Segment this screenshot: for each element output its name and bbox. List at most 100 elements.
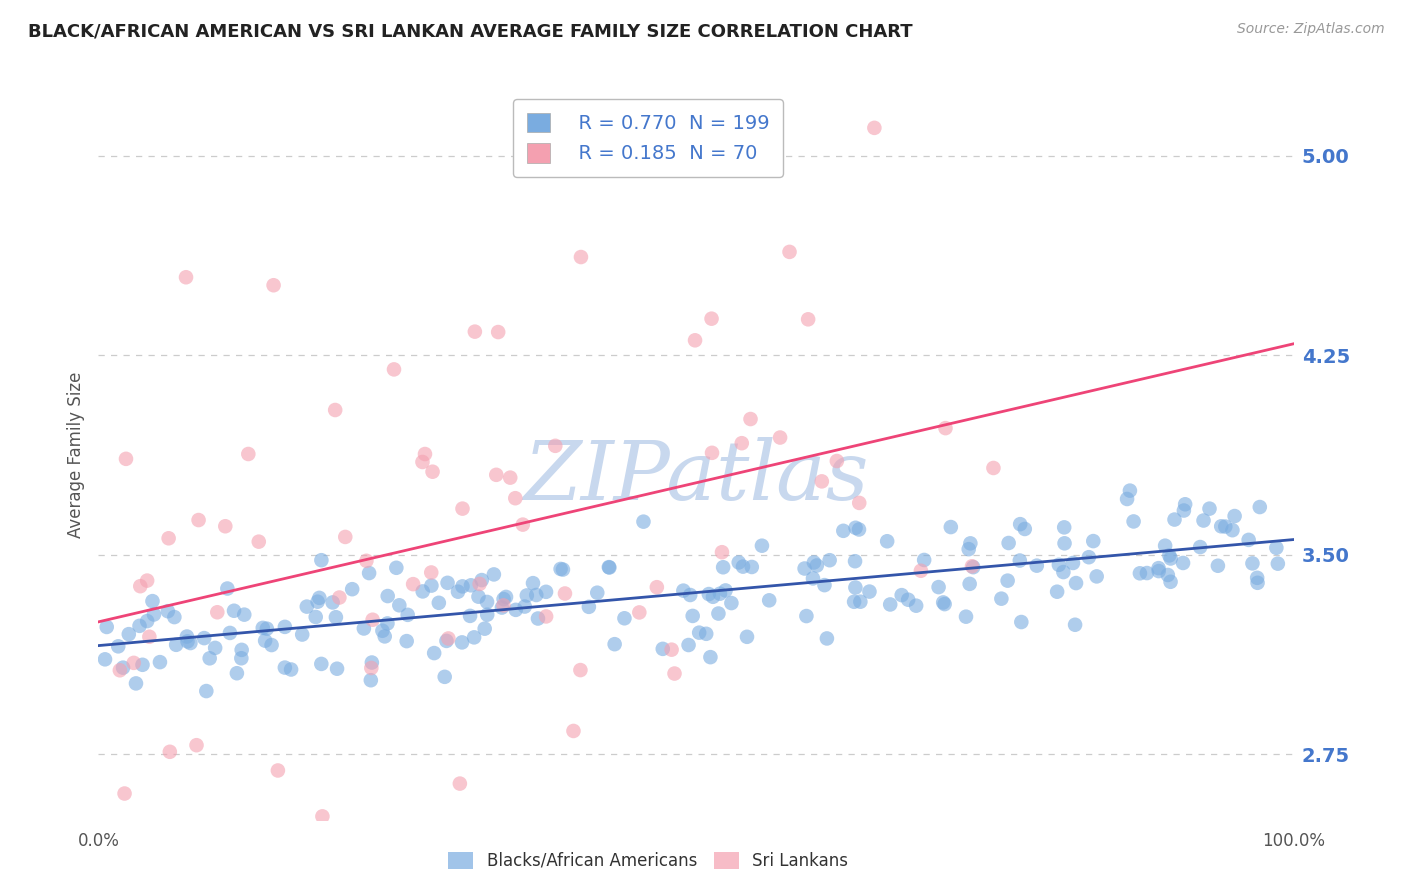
Text: BLACK/AFRICAN AMERICAN VS SRI LANKAN AVERAGE FAMILY SIZE CORRELATION CHART: BLACK/AFRICAN AMERICAN VS SRI LANKAN AVE… bbox=[28, 22, 912, 40]
Point bbox=[959, 536, 981, 550]
Point bbox=[1116, 491, 1139, 506]
Point bbox=[796, 609, 818, 624]
Point bbox=[1064, 617, 1087, 632]
Point bbox=[603, 637, 626, 651]
Point bbox=[451, 579, 474, 593]
Point bbox=[661, 642, 683, 657]
Point bbox=[247, 534, 270, 549]
Point bbox=[1064, 576, 1087, 591]
Point bbox=[156, 604, 179, 618]
Point bbox=[238, 447, 260, 461]
Point bbox=[157, 531, 180, 545]
Point bbox=[131, 657, 153, 672]
Point bbox=[412, 584, 434, 599]
Point bbox=[267, 764, 290, 778]
Point bbox=[159, 745, 181, 759]
Point bbox=[1154, 539, 1177, 553]
Point bbox=[128, 619, 150, 633]
Point bbox=[844, 554, 866, 568]
Point bbox=[516, 589, 538, 603]
Point bbox=[204, 640, 226, 655]
Y-axis label: Average Family Size: Average Family Size bbox=[66, 372, 84, 538]
Point bbox=[141, 594, 163, 608]
Point bbox=[475, 595, 498, 609]
Point bbox=[818, 553, 841, 567]
Point bbox=[460, 578, 482, 592]
Point bbox=[578, 599, 600, 614]
Point bbox=[449, 776, 471, 790]
Point bbox=[633, 515, 655, 529]
Point bbox=[254, 633, 277, 648]
Point bbox=[325, 610, 347, 624]
Point bbox=[1173, 503, 1195, 517]
Point bbox=[436, 633, 458, 648]
Point bbox=[274, 620, 297, 634]
Point bbox=[513, 599, 536, 614]
Point bbox=[832, 524, 855, 538]
Point bbox=[505, 603, 527, 617]
Point bbox=[96, 620, 118, 634]
Point bbox=[360, 656, 382, 670]
Point bbox=[858, 584, 880, 599]
Point bbox=[231, 651, 253, 665]
Point bbox=[997, 536, 1019, 550]
Point bbox=[114, 787, 136, 801]
Point bbox=[1085, 569, 1108, 583]
Point bbox=[688, 625, 710, 640]
Point bbox=[1211, 519, 1233, 533]
Point bbox=[138, 630, 160, 644]
Point bbox=[136, 574, 159, 588]
Point bbox=[395, 634, 418, 648]
Point bbox=[1160, 551, 1182, 566]
Point bbox=[714, 583, 737, 598]
Point bbox=[311, 553, 333, 567]
Point bbox=[385, 561, 408, 575]
Point bbox=[274, 660, 297, 674]
Point bbox=[207, 605, 229, 619]
Point bbox=[233, 607, 256, 622]
Point bbox=[422, 465, 444, 479]
Point bbox=[411, 455, 433, 469]
Point bbox=[214, 519, 236, 533]
Point bbox=[912, 553, 935, 567]
Point bbox=[554, 586, 576, 600]
Point bbox=[193, 631, 215, 645]
Point bbox=[731, 436, 754, 450]
Point bbox=[702, 590, 724, 604]
Point bbox=[1206, 558, 1229, 573]
Point bbox=[94, 652, 117, 666]
Point bbox=[897, 592, 920, 607]
Point bbox=[115, 451, 138, 466]
Point bbox=[1192, 514, 1215, 528]
Point bbox=[328, 591, 350, 605]
Point bbox=[307, 595, 329, 609]
Point bbox=[741, 560, 763, 574]
Point bbox=[1265, 541, 1288, 555]
Point bbox=[825, 454, 848, 468]
Point bbox=[934, 421, 956, 435]
Point bbox=[340, 582, 363, 597]
Point bbox=[187, 513, 209, 527]
Point bbox=[1053, 536, 1076, 550]
Point bbox=[997, 574, 1019, 588]
Point bbox=[356, 554, 378, 568]
Point bbox=[751, 539, 773, 553]
Point bbox=[437, 632, 460, 646]
Point bbox=[122, 656, 145, 670]
Point bbox=[1053, 520, 1076, 534]
Point bbox=[758, 593, 780, 607]
Point bbox=[905, 599, 928, 613]
Point bbox=[1077, 550, 1099, 565]
Point bbox=[413, 447, 436, 461]
Point bbox=[1174, 497, 1197, 511]
Point bbox=[562, 723, 585, 738]
Point bbox=[720, 596, 742, 610]
Point bbox=[360, 673, 382, 688]
Point bbox=[695, 627, 717, 641]
Point bbox=[710, 545, 733, 559]
Point bbox=[569, 250, 592, 264]
Point bbox=[1052, 565, 1074, 579]
Point bbox=[263, 278, 285, 293]
Point bbox=[645, 580, 668, 594]
Point bbox=[779, 244, 801, 259]
